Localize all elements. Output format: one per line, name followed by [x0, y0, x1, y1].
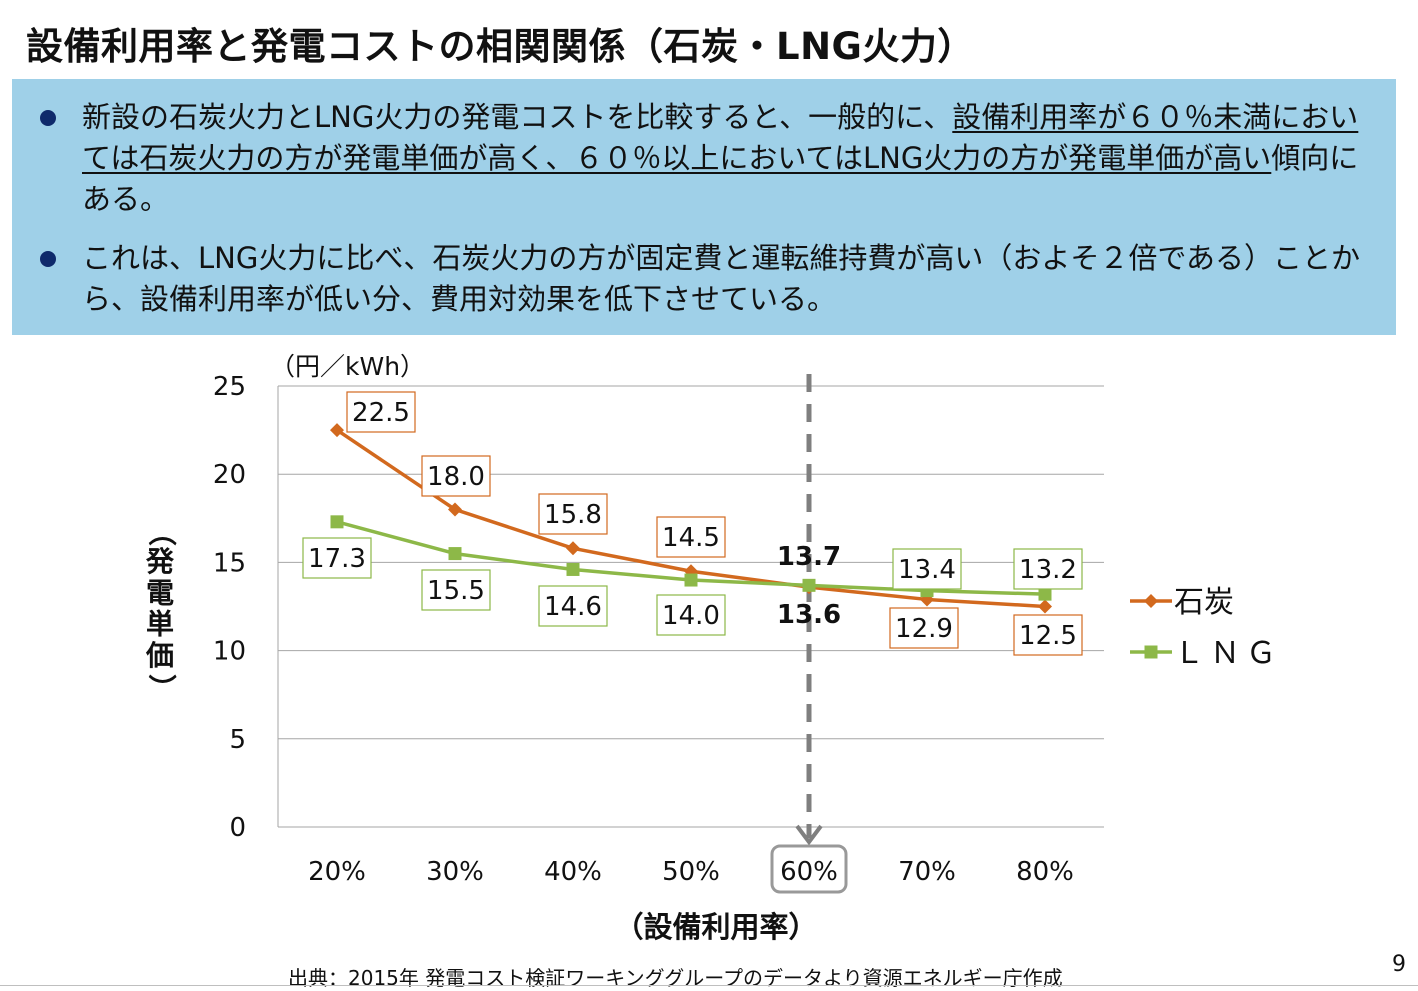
threshold-arrow: [795, 824, 823, 846]
x-tick-label: 60%: [780, 857, 838, 887]
data-point-lng: [1038, 587, 1052, 601]
x-tick-label: 50%: [662, 857, 720, 887]
data-point-coal: [448, 502, 462, 517]
data-point-lng: [566, 562, 580, 576]
x-axis-title: （設備利用率）: [614, 910, 817, 944]
y-axis-title-char: 電: [146, 576, 174, 609]
data-label-coal: 12.5: [1019, 621, 1077, 651]
data-label-coal-box: [346, 391, 416, 433]
data-label-coal: 15.8: [544, 500, 602, 530]
y-unit-label: （円／kWh）: [270, 352, 425, 381]
bullet-dot: [40, 110, 56, 126]
bullet-2-text: これは、LNG火力に比べ、石炭火力の方が固定費と運転維持費が高い（およそ２倍であ…: [82, 241, 1361, 316]
data-label-coal: 12.9: [895, 614, 953, 644]
x-tick-label: 20%: [308, 857, 366, 887]
data-label-coal: 13.6: [777, 600, 841, 630]
x-tick-label: 80%: [1016, 857, 1074, 887]
y-axis-title-char: 発: [145, 545, 175, 578]
data-label-lng: 13.2: [1019, 555, 1077, 585]
bullet-dot: [40, 251, 56, 267]
data-point-coal: [566, 541, 580, 556]
data-label-lng: 13.4: [898, 555, 956, 585]
bullet-1-text: 新設の石炭火力とLNG火力の発電コストを比較すると、一般的に、: [82, 100, 953, 134]
data-label-lng: 17.3: [308, 544, 366, 574]
bullet-2: これは、LNG火力に比べ、石炭火力の方が固定費と運転維持費が高い（およそ２倍であ…: [40, 238, 1372, 320]
data-label-lng: 14.6: [544, 592, 602, 622]
data-point-coal: [330, 423, 344, 438]
y-axis-title-char: （: [145, 518, 178, 546]
data-label-coal-box: [889, 607, 959, 649]
y-tick-label: 5: [229, 725, 246, 755]
legend-marker-coal: [1144, 594, 1158, 608]
data-label-lng-box: [892, 548, 962, 590]
y-tick-label: 15: [213, 548, 246, 578]
legend-label-coal: 石炭: [1174, 585, 1234, 620]
legend-marker-lng: [1144, 645, 1158, 659]
bullet-1-underlined: 設備利用率が６０％未満においては石炭火力の方が発電単価が高く、６０％以上において…: [82, 100, 1359, 175]
data-label-lng-box: [302, 537, 372, 579]
data-label-coal: 18.0: [427, 462, 485, 492]
x-tick-label: 70%: [898, 857, 956, 887]
source-note: 出典：2015年 発電コスト検証ワーキンググループのデータより資源エネルギー庁作…: [288, 966, 1063, 990]
data-point-lng: [330, 515, 344, 529]
threshold-category-highlight: [770, 844, 848, 894]
page-title: 設備利用率と発電コストの相関関係（石炭・LNG火力）: [26, 25, 975, 68]
data-label-lng-box: [1013, 548, 1083, 590]
y-tick-label: 10: [213, 637, 246, 667]
data-label-lng: 14.0: [662, 601, 720, 631]
y-axis-title-char: 単: [146, 608, 174, 641]
data-point-lng: [684, 573, 698, 587]
y-axis-title-char: 価: [145, 639, 174, 672]
y-tick-label: 25: [213, 372, 246, 402]
bullet-1-tail: 傾向にある。: [82, 141, 1359, 216]
x-tick-label: 40%: [544, 857, 602, 887]
legend-label-lng: ＬＮＧ: [1174, 636, 1282, 671]
summary-box: [12, 79, 1396, 335]
data-label-coal-box: [1013, 614, 1083, 656]
data-label-coal-box: [421, 455, 491, 497]
data-label-lng-box: [538, 585, 608, 627]
data-point-coal: [1038, 599, 1052, 614]
data-label-coal-box: [538, 493, 608, 535]
data-point-lng: [448, 547, 462, 561]
data-label-lng: 15.5: [427, 576, 485, 606]
data-label-coal: 22.5: [352, 398, 410, 428]
y-axis-title-char: ）: [145, 674, 178, 702]
data-label-lng: 13.7: [777, 542, 841, 572]
data-point-lng: [802, 578, 816, 592]
data-label-coal-box: [656, 516, 726, 558]
y-tick-label: 0: [229, 813, 246, 843]
page-number: 9: [1392, 952, 1406, 977]
bullet-1: 新設の石炭火力とLNG火力の発電コストを比較すると、一般的に、設備利用率が６０％…: [40, 97, 1372, 220]
x-tick-label: 30%: [426, 857, 484, 887]
data-label-lng-box: [656, 594, 726, 636]
data-label-coal: 14.5: [662, 523, 720, 553]
data-label-lng-box: [421, 569, 491, 611]
y-tick-label: 20: [213, 460, 246, 490]
